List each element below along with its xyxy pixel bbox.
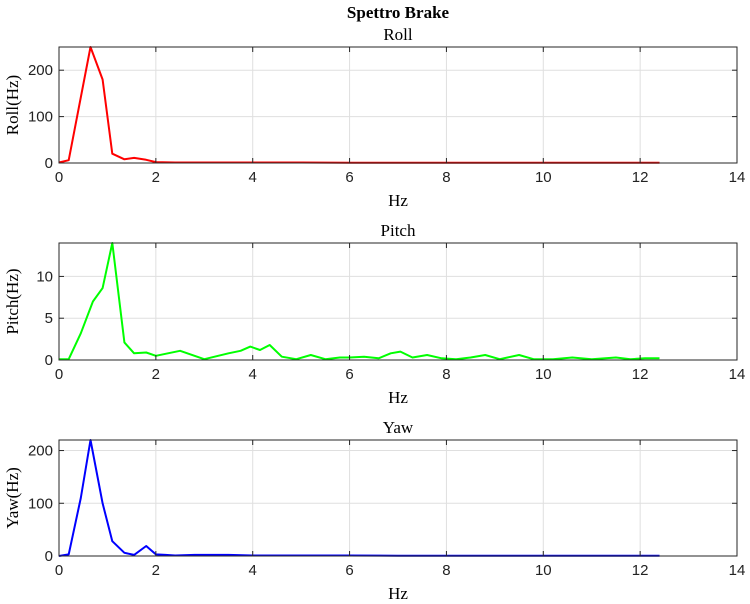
- pitch-x-axis-label: Hz: [388, 388, 408, 407]
- pitch-x-tick-label: 8: [442, 366, 450, 383]
- yaw-axes-box: [58, 439, 738, 557]
- roll-x-tick-label: 10: [535, 169, 552, 186]
- roll-y-axis-label: Roll(Hz): [3, 75, 22, 135]
- pitch-title: Pitch: [381, 221, 416, 240]
- pitch-panel: 0 2 4 6 8 10 12 14 0 5 10 Pitch Hz Pitch(Hz): [3, 221, 745, 407]
- yaw-title: Yaw: [383, 418, 414, 437]
- pitch-x-tick-label: 6: [345, 366, 353, 383]
- pitch-plot-area: [58, 242, 738, 361]
- yaw-x-tick-label: 6: [345, 562, 353, 579]
- roll-axes-box: [58, 46, 738, 164]
- pitch-axes-box: [58, 242, 738, 361]
- yaw-x-axis-label: Hz: [388, 584, 408, 603]
- roll-x-tick-label: 4: [249, 169, 257, 186]
- yaw-x-tick-label: 12: [632, 562, 649, 579]
- pitch-y-tick-label: 5: [45, 310, 53, 327]
- yaw-x-tick-label: 8: [442, 562, 450, 579]
- yaw-y-tick-label: 0: [45, 548, 53, 565]
- yaw-x-tick-label: 4: [249, 562, 257, 579]
- roll-y-tick-label: 100: [28, 109, 53, 126]
- yaw-plot-area: [58, 439, 738, 557]
- roll-x-axis-label: Hz: [388, 191, 408, 210]
- roll-x-tick-label: 12: [632, 169, 649, 186]
- yaw-x-tick-label: 10: [535, 562, 552, 579]
- roll-panel: 0 2 4 6 8 10 12 14 0 100 200 Roll Hz Roll(Hz): [3, 25, 745, 210]
- yaw-y-axis-label: Yaw(Hz): [3, 467, 22, 529]
- roll-x-tick-label: 6: [345, 169, 353, 186]
- pitch-y-axis-label: Pitch(Hz): [3, 268, 22, 334]
- roll-x-tick-label: 14: [729, 169, 746, 186]
- pitch-x-tick-label: 10: [535, 366, 552, 383]
- roll-plot-area: [58, 46, 738, 164]
- roll-x-tick-label: 2: [152, 169, 160, 186]
- yaw-x-tick-label: 2: [152, 562, 160, 579]
- roll-y-tick-label: 0: [45, 155, 53, 172]
- yaw-x-tick-label: 0: [55, 562, 63, 579]
- roll-y-tick-label: 200: [28, 62, 53, 79]
- yaw-x-tick-label: 14: [729, 562, 746, 579]
- pitch-x-tick-label: 4: [249, 366, 257, 383]
- roll-x-tick-label: 0: [55, 169, 63, 186]
- roll-title: Roll: [383, 25, 413, 44]
- figure-title: Spettro Brake: [347, 3, 450, 22]
- pitch-series-line: [59, 242, 660, 361]
- yaw-y-tick-label: 200: [28, 443, 53, 460]
- yaw-panel: 0 2 4 6 8 10 12 14 0 100 200 Yaw Hz Yaw(Hz): [3, 418, 745, 603]
- roll-x-tick-label: 8: [442, 169, 450, 186]
- pitch-y-tick-label: 10: [36, 268, 53, 285]
- pitch-x-tick-label: 2: [152, 366, 160, 383]
- yaw-y-tick-label: 100: [28, 495, 53, 512]
- pitch-x-tick-label: 0: [55, 366, 63, 383]
- pitch-y-tick-label: 0: [45, 352, 53, 369]
- pitch-x-tick-label: 12: [632, 366, 649, 383]
- pitch-x-tick-label: 14: [729, 366, 746, 383]
